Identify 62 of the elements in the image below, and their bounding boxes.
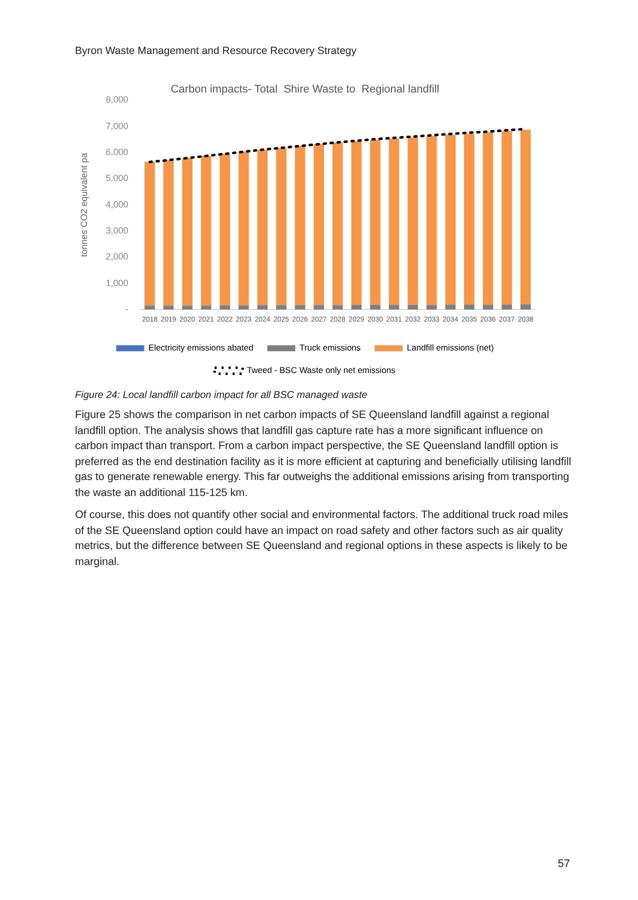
bar bbox=[163, 306, 174, 310]
bar bbox=[332, 142, 343, 306]
bar bbox=[294, 146, 306, 306]
bar bbox=[144, 162, 155, 306]
bar bbox=[257, 150, 268, 306]
bar bbox=[294, 305, 306, 310]
bar bbox=[200, 306, 212, 310]
legend-label: Truck emissions bbox=[300, 342, 361, 353]
bar bbox=[370, 304, 380, 310]
bar bbox=[520, 130, 531, 304]
y-tick-label: 2,000 bbox=[106, 252, 128, 262]
text: Of course, this does not quantify other social and environmental factors. The additional truck road miles of the SE Queensland option could have an impact on road safety and other factors such as air quality metrics, but the difference between SE Queensland and regional options in these aspects is likely to be marginal. bbox=[75, 508, 570, 570]
legend-label: Tweed - BSC Waste only net emissions bbox=[246, 365, 396, 376]
bar bbox=[482, 304, 494, 310]
y-tick-label: 8,000 bbox=[106, 94, 128, 105]
bar bbox=[238, 152, 249, 306]
bar bbox=[220, 154, 230, 306]
caption: Figure 25 shows the comparison in net carbon impacts of SE Queensland landfill against a regional landfill option. The analysis shows that landfill gas capture rate has a more significant influence on carbon impact than transport. From a carbon impact perspective, the SE Queensland landfill option is preferred as the end destination facility as it is more efficient at capturing and beneficially utilising landfill gas to generate renewable energy. This far outweighs the additional emissions arising from transporting the waste an additional 115-125 km. bbox=[75, 408, 572, 501]
bar bbox=[220, 305, 230, 310]
bar bbox=[502, 131, 512, 305]
bar bbox=[314, 144, 324, 306]
bar bbox=[200, 156, 212, 306]
y-tick-label: 1,000 bbox=[106, 278, 128, 288]
bar bbox=[408, 304, 418, 310]
legend-label: Landfill emissions (net) bbox=[406, 342, 494, 353]
bar bbox=[182, 306, 192, 310]
y-tick-label: 7,000 bbox=[106, 120, 128, 131]
bar bbox=[464, 134, 474, 305]
y-tick-label: - bbox=[125, 304, 128, 314]
bar bbox=[370, 140, 380, 305]
bar bbox=[144, 306, 155, 310]
bar bbox=[445, 134, 456, 305]
text: 57 bbox=[556, 857, 570, 872]
bar bbox=[182, 158, 192, 306]
bar bbox=[502, 304, 512, 310]
bar bbox=[332, 305, 343, 310]
bar bbox=[482, 132, 494, 305]
y-tick-label: 3,000 bbox=[106, 226, 128, 236]
y-tick-label: 4,000 bbox=[106, 199, 128, 210]
bar bbox=[388, 304, 400, 310]
y-tick-label: 5,000 bbox=[106, 173, 128, 184]
bar bbox=[238, 305, 249, 310]
bar bbox=[314, 305, 324, 310]
legend-label: Electricity emissions abated bbox=[148, 342, 254, 353]
bar bbox=[276, 148, 286, 306]
bar bbox=[520, 304, 531, 310]
chart-title: Carbon impacts- Total Shire Waste to Regional landfill bbox=[170, 84, 440, 96]
text: Byron Waste Management and Resource Recovery Strategy bbox=[75, 44, 358, 59]
bar bbox=[351, 141, 362, 305]
bar bbox=[464, 304, 474, 310]
bar bbox=[408, 137, 418, 305]
bar bbox=[426, 136, 437, 305]
bar bbox=[445, 304, 456, 310]
bar bbox=[351, 304, 362, 310]
bar bbox=[276, 305, 286, 310]
bar bbox=[426, 304, 437, 310]
caption: Figure 24: Local landfill carbon impact for all BSC managed waste bbox=[75, 389, 368, 403]
y-tick-label: 6,000 bbox=[106, 147, 128, 158]
bar bbox=[257, 305, 268, 310]
bar bbox=[163, 160, 174, 306]
y-axis-title: tonnes CO2 equivalent pa bbox=[78, 152, 89, 257]
bar bbox=[388, 138, 400, 305]
